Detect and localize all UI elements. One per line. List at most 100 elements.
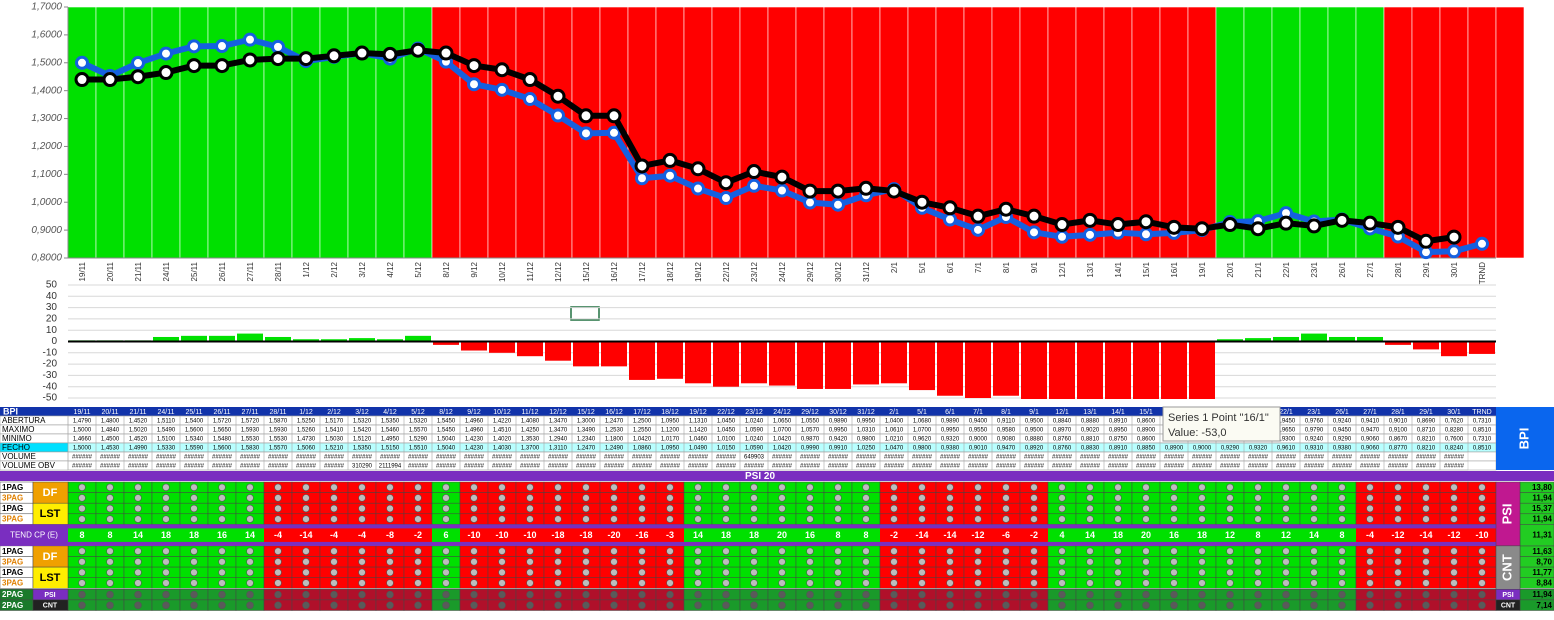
- signal-dot: [1030, 568, 1038, 577]
- x-tick-label: TRND: [1478, 262, 1487, 284]
- table-cell-text: 0,9470: [997, 446, 1016, 452]
- signal-dot: [134, 590, 142, 599]
- trend-cell: [1412, 528, 1440, 542]
- table-cell-text: 1,3470: [549, 428, 568, 434]
- table-cell-text: 1,5460: [381, 428, 400, 434]
- table-column-label: 5/12: [411, 409, 425, 416]
- trend-cell: [208, 528, 236, 542]
- row-total: 8,70: [1536, 557, 1552, 566]
- point: [523, 92, 537, 107]
- table-cell-text: ######: [1024, 455, 1045, 461]
- table-cell-text: ######: [268, 464, 289, 470]
- bar: [965, 341, 991, 398]
- signal-dot: [106, 547, 114, 555]
- signal-dot: [1086, 558, 1094, 566]
- signal-dot: [246, 504, 254, 513]
- table-cell-text: 1,5150: [381, 446, 400, 452]
- signal-dot: [1226, 601, 1234, 609]
- signal-dot: [834, 494, 842, 502]
- signal-dot: [638, 504, 646, 513]
- signal-dot: [666, 483, 674, 491]
- signal-dot: [1114, 579, 1122, 587]
- signal-dot: [330, 494, 338, 502]
- signal-dot: [526, 504, 534, 513]
- bar: [349, 338, 375, 342]
- table-cell-text: 1,5100: [157, 437, 176, 443]
- table-cell-text: 1,5330: [157, 446, 176, 452]
- trend-cell: [68, 528, 96, 542]
- signal-dot: [106, 504, 114, 513]
- point: [579, 126, 593, 141]
- table-cell-text: 1,0950: [661, 446, 680, 452]
- bar: [825, 341, 851, 389]
- table-cell-text: 1,3490: [577, 428, 596, 434]
- signal-dot: [890, 494, 898, 502]
- trend-value: -2: [414, 530, 422, 540]
- table-cell-text: 0,9870: [801, 437, 820, 443]
- signal-dot: [974, 494, 982, 502]
- table-cell-text: 1,0450: [717, 428, 736, 434]
- table-cell-text: 0,8900: [1165, 446, 1184, 452]
- x-tick-label: 25/11: [190, 261, 199, 281]
- signal-dot: [1422, 483, 1430, 491]
- signal-dot: [302, 579, 310, 587]
- tag-label: DF: [43, 551, 58, 563]
- signal-dot: [1002, 579, 1010, 587]
- background-band: [431, 6, 461, 259]
- background-band: [907, 6, 937, 259]
- trend-value: -2: [890, 530, 898, 540]
- signal-dot: [1282, 494, 1290, 502]
- signal-dot: [778, 568, 786, 577]
- signal-dot: [1394, 579, 1402, 587]
- trend-value: 8: [1255, 530, 1260, 540]
- signal-dot: [1422, 568, 1430, 577]
- trend-value: 16: [805, 530, 815, 540]
- background-band: [347, 6, 377, 259]
- signal-dot: [1142, 504, 1150, 513]
- table-cell-text: ######: [72, 464, 93, 470]
- signal-dot: [1002, 547, 1010, 555]
- point: [803, 195, 817, 210]
- trend-cell: [1468, 528, 1496, 542]
- x-tick-label: 9/1: [1030, 261, 1039, 273]
- table-column-label: 12/12: [549, 409, 567, 416]
- table-cell-text: ######: [1444, 464, 1465, 470]
- point: [551, 108, 565, 123]
- tag-cell: [32, 566, 69, 589]
- signal-dot: [946, 579, 954, 587]
- table-cell-text: ######: [1080, 455, 1101, 461]
- side-label: PSI: [1499, 503, 1514, 524]
- x-tick-label: 20/1: [1226, 261, 1235, 277]
- table-cell-text: 0,9410: [1361, 419, 1380, 425]
- table-cell-text: ######: [492, 464, 513, 470]
- x-tick-label: 21/1: [1254, 261, 1263, 277]
- bar: [377, 339, 403, 342]
- table-cell-text: ######: [744, 464, 765, 470]
- table-column-label: 23/12: [745, 409, 763, 416]
- signal-dot: [134, 515, 142, 523]
- point: [75, 55, 89, 70]
- signal-dot: [1338, 494, 1346, 502]
- table-cell-text: 1,0550: [801, 419, 820, 425]
- table-cell-text: 1,4800: [101, 419, 120, 425]
- trend-value: -4: [1366, 530, 1374, 540]
- signal-dot: [862, 590, 870, 599]
- signal-dot: [1450, 601, 1458, 609]
- signal-dot: [638, 494, 646, 502]
- signal-dot: [78, 601, 86, 609]
- table-cell-text: ######: [716, 455, 737, 461]
- table-column-label: 11/12: [522, 409, 539, 416]
- table-cell-text: ######: [100, 455, 121, 461]
- table-cell-text: 1,5870: [269, 419, 288, 425]
- signal-dot: [554, 483, 562, 491]
- table-cell-text: 0,8840: [1053, 419, 1072, 425]
- bar: [1161, 341, 1187, 399]
- bar: [937, 341, 963, 396]
- signal-dot: [246, 568, 254, 577]
- signal-dot: [134, 579, 142, 587]
- table-cell-text: ######: [996, 455, 1017, 461]
- table-cell-text: 1,0570: [801, 428, 820, 434]
- table-cell-text: ######: [772, 455, 793, 461]
- background-band: [1047, 6, 1077, 259]
- signal-dot: [946, 547, 954, 555]
